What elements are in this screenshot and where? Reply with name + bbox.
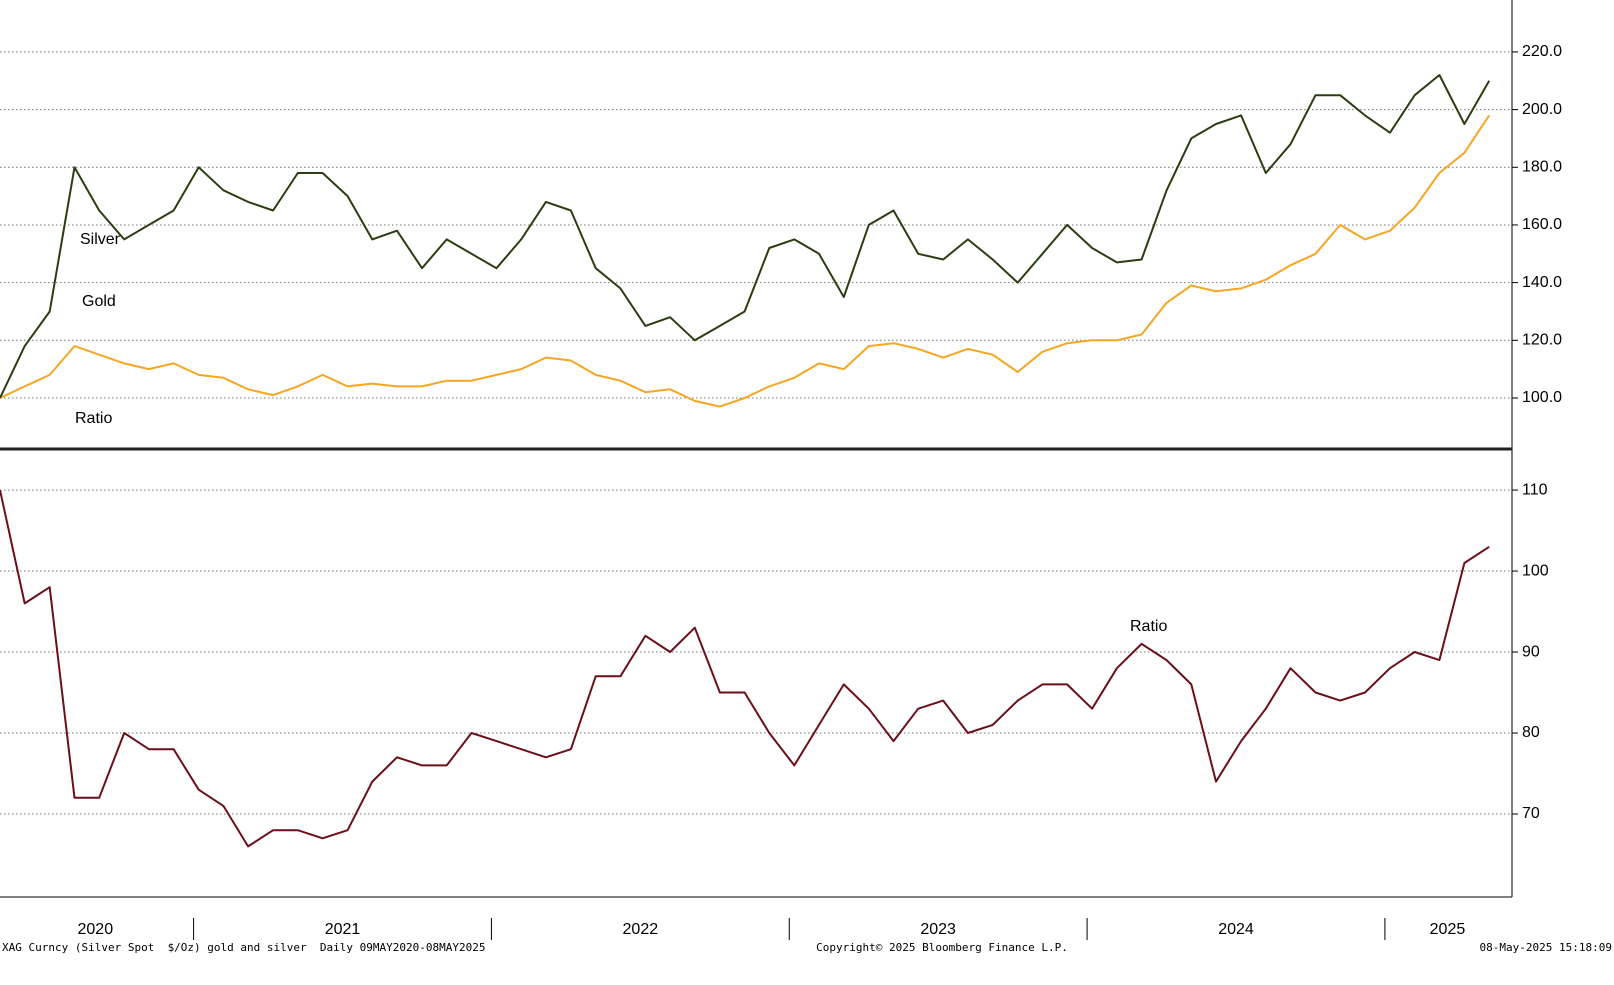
x-tick-label: 2021 bbox=[325, 921, 361, 938]
x-tick-label: 2025 bbox=[1430, 921, 1466, 938]
x-tick-label: 2022 bbox=[623, 921, 659, 938]
y-tick-label: 160.0 bbox=[1522, 216, 1562, 233]
series-line bbox=[0, 489, 1490, 848]
legend-label: Silver bbox=[80, 231, 121, 248]
y-tick-label: 110 bbox=[1522, 481, 1548, 498]
legend-label: Ratio bbox=[75, 410, 112, 427]
y-tick-label: 120.0 bbox=[1522, 332, 1562, 349]
y-tick-label: 80 bbox=[1522, 724, 1540, 741]
footer-center: Copyright© 2025 Bloomberg Finance L.P. bbox=[816, 941, 1068, 954]
y-tick-label: 90 bbox=[1522, 643, 1540, 660]
y-tick-label: 100.0 bbox=[1522, 389, 1562, 406]
y-tick-label: 220.0 bbox=[1522, 43, 1562, 60]
footer-right: 08-May-2025 15:18:09 bbox=[1480, 941, 1612, 954]
y-tick-label: 70 bbox=[1522, 805, 1540, 822]
y-tick-label: 180.0 bbox=[1522, 158, 1562, 175]
footer-left: XAG Curncy (Silver Spot $/Oz) gold and s… bbox=[2, 941, 485, 954]
y-tick-label: 100 bbox=[1522, 562, 1549, 579]
y-tick-label: 140.0 bbox=[1522, 274, 1562, 291]
x-tick-label: 2023 bbox=[920, 921, 956, 938]
series-line bbox=[0, 74, 1491, 399]
y-tick-label: 200.0 bbox=[1522, 101, 1562, 118]
legend-label: Ratio bbox=[1130, 618, 1167, 635]
x-tick-label: 2024 bbox=[1218, 921, 1254, 938]
legend-label: Gold bbox=[82, 293, 116, 310]
series-line bbox=[0, 114, 1491, 408]
x-tick-label: 2020 bbox=[78, 921, 114, 938]
